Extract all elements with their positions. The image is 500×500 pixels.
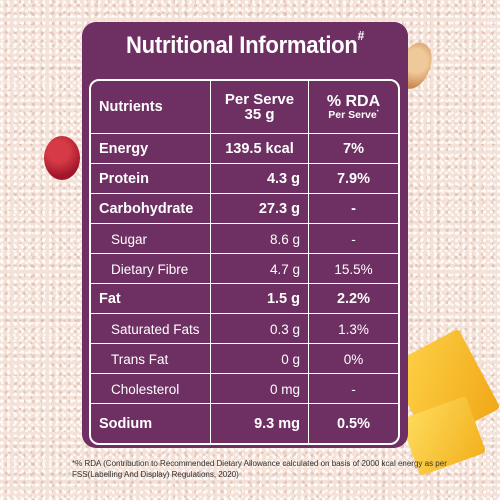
table-row-fat: Fat 1.5 g 2.2%	[91, 283, 398, 314]
title-mark: #	[357, 28, 365, 43]
nutrition-panel: Nutritional Information# Nutrients Per S…	[82, 22, 408, 448]
rda-mark: *	[376, 109, 379, 116]
per-serve-value: 4.3 g	[210, 164, 308, 194]
nutrient-name: Energy	[99, 141, 149, 157]
nutrient-name: Cholesterol	[111, 381, 180, 397]
per-serve-label: Per Serve	[224, 91, 295, 108]
table-row-energy: Energy 139.5 kcal 7%	[91, 133, 398, 164]
nutrient-name: Carbohydrate	[99, 201, 194, 217]
rda-per-serve-label: Per Serve*	[328, 110, 378, 121]
rda-value: 1.3%	[308, 314, 398, 344]
panel-title: Nutritional Information#	[95, 28, 395, 60]
rda-footnote: *% RDA (Contribution to Recommended Diet…	[72, 459, 447, 479]
table-row-sodium: Sodium 9.3 mg 0.5%	[91, 403, 398, 443]
per-serve-value: 9.3 mg	[210, 404, 308, 443]
nutrient-name: Fat	[99, 291, 121, 307]
header-rda: % RDA Per Serve*	[308, 81, 398, 133]
nutrient-name: Saturated Fats	[111, 321, 200, 337]
per-serve-value: 0 mg	[210, 374, 308, 404]
table-row-trans-fat: Trans Fat 0 g 0%	[91, 343, 398, 374]
rda-value: 0%	[308, 344, 398, 374]
per-serve-value: 8.6 g	[210, 224, 308, 254]
per-serve-value: 4.7 g	[210, 254, 308, 284]
per-serve-value: 0 g	[210, 344, 308, 374]
title-text: Nutritional Information	[126, 32, 358, 59]
per-serve-value: 139.5 kcal	[210, 134, 308, 164]
rda-value: -	[308, 224, 398, 254]
cranberry-decoration	[44, 136, 80, 180]
nutrition-table: Nutrients Per Serve 35 g % RDA Per Serve…	[89, 79, 400, 445]
rda-value: 2.2%	[308, 284, 398, 314]
rda-value: 7.9%	[308, 164, 398, 194]
per-serve-value: 1.5 g	[210, 284, 308, 314]
per-serve-value: 0.3 g	[210, 314, 308, 344]
header-nutrients: Nutrients	[99, 99, 163, 115]
header-per-serve: Per Serve 35 g	[210, 81, 308, 133]
nutrient-name: Trans Fat	[111, 351, 169, 367]
rda-value: -	[308, 194, 398, 224]
table-row-saturated-fats: Saturated Fats 0.3 g 1.3%	[91, 313, 398, 344]
nutrient-name: Protein	[99, 171, 149, 187]
rda-value: -	[308, 374, 398, 404]
rda-value: 7%	[308, 134, 398, 164]
rda-value: 0.5%	[308, 404, 398, 443]
nutrient-name: Dietary Fibre	[111, 261, 189, 277]
table-row-carbohydrate: Carbohydrate 27.3 g -	[91, 193, 398, 224]
table-header-row: Nutrients Per Serve 35 g % RDA Per Serve…	[91, 81, 398, 133]
table-row-protein: Protein 4.3 g 7.9%	[91, 163, 398, 194]
table-row-cholesterol: Cholesterol 0 mg -	[91, 373, 398, 404]
serve-size-label: 35 g	[244, 106, 275, 123]
nutrient-name: Sugar	[111, 231, 148, 247]
rda-per-serve-text: Per Serve	[328, 108, 377, 121]
rda-label: % RDA	[326, 92, 381, 110]
nutrient-name: Sodium	[99, 416, 153, 432]
table-row-dietary-fibre: Dietary Fibre 4.7 g 15.5%	[91, 253, 398, 284]
rda-value: 15.5%	[308, 254, 398, 284]
per-serve-value: 27.3 g	[210, 194, 308, 224]
table-row-sugar: Sugar 8.6 g -	[91, 223, 398, 254]
